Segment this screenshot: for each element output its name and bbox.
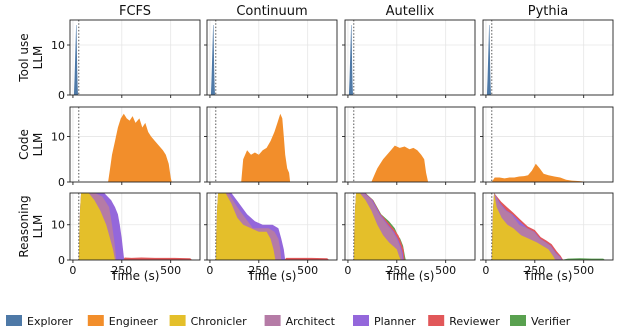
column-title: Pythia xyxy=(528,4,568,19)
panel-frame xyxy=(344,106,476,183)
series-area-chronicler xyxy=(78,193,115,260)
x-tick-label: 250 xyxy=(248,264,269,277)
panel-1-0: 0 10 xyxy=(51,106,201,189)
svg-text:CodeLLM: CodeLLM xyxy=(17,129,45,160)
x-axis-label: Time (s) xyxy=(110,269,160,283)
series-area-reviewer xyxy=(284,257,330,260)
legend-item-planner: Planner xyxy=(353,315,416,328)
legend-item-verifier: Verifier xyxy=(510,315,571,328)
series-area-engineer xyxy=(241,113,291,182)
panel-frame xyxy=(482,106,614,183)
panel-frame xyxy=(482,19,614,96)
panel-frame xyxy=(69,19,201,96)
series-area-explorer xyxy=(210,25,215,95)
legend-swatch xyxy=(264,315,281,326)
panel-0-2 xyxy=(342,19,476,98)
legend-swatch xyxy=(428,315,445,326)
x-tick-label: 250 xyxy=(524,264,545,277)
row-label: Tool useLLM xyxy=(17,33,45,82)
x-tick-label: 500 xyxy=(573,264,594,277)
panel-1-2 xyxy=(342,106,476,185)
panel-0-3 xyxy=(480,19,614,98)
y-tick-label: 0 xyxy=(58,176,65,189)
legend-swatch xyxy=(6,315,22,326)
series-area-engineer xyxy=(491,163,588,182)
series-area-reviewer xyxy=(122,257,193,260)
x-tick-label: 250 xyxy=(386,264,407,277)
panel-frame xyxy=(344,192,476,261)
panel-frame xyxy=(206,19,338,96)
row-label: ReasoningLLM xyxy=(17,195,45,257)
legend-swatch xyxy=(510,315,526,326)
x-tick-label: 500 xyxy=(160,264,181,277)
series-area-chronicler xyxy=(215,193,276,260)
y-tick-label: 0 xyxy=(58,89,65,102)
panel-frame xyxy=(344,19,476,96)
legend-swatch xyxy=(353,315,369,326)
legend-label: Engineer xyxy=(109,315,158,328)
panel-1-1 xyxy=(204,106,338,185)
series-area-explorer xyxy=(73,25,78,95)
legend-swatch xyxy=(169,315,186,326)
legend-item-engineer: Engineer xyxy=(87,315,158,328)
x-tick-label: 0 xyxy=(206,264,213,277)
legend-item-reviewer: Reviewer xyxy=(428,315,500,328)
series-area-explorer xyxy=(348,25,353,95)
panel-frame xyxy=(69,192,201,261)
legend-label: Chronicler xyxy=(191,315,248,328)
series-area-chronicler xyxy=(491,193,556,260)
legend-label: Architect xyxy=(286,315,336,328)
x-axis-label: Time (s) xyxy=(385,269,435,283)
row-label: CodeLLM xyxy=(17,129,45,160)
series-area-explorer xyxy=(486,25,491,95)
legend-label: Verifier xyxy=(531,315,571,328)
legend-label: Explorer xyxy=(27,315,73,328)
svg-text:Tool useLLM: Tool useLLM xyxy=(17,33,45,82)
x-tick-label: 0 xyxy=(69,264,76,277)
x-tick-label: 500 xyxy=(297,264,318,277)
x-axis-label: Time (s) xyxy=(247,269,297,283)
legend-label: Reviewer xyxy=(449,315,500,328)
legend-item-architect: Architect xyxy=(264,315,336,328)
y-tick-label: 10 xyxy=(51,131,65,144)
y-tick-label: 0 xyxy=(58,254,65,267)
x-axis-label: Time (s) xyxy=(523,269,573,283)
panel-frame xyxy=(482,192,614,261)
column-title: FCFS xyxy=(119,4,151,19)
x-tick-label: 0 xyxy=(344,264,351,277)
series-area-engineer xyxy=(371,145,429,182)
y-tick-label: 10 xyxy=(51,39,65,52)
column-title: Continuum xyxy=(236,4,307,19)
x-tick-label: 500 xyxy=(435,264,456,277)
series-area-chronicler xyxy=(353,193,401,260)
panel-0-0: 0 10 xyxy=(51,19,201,102)
panel-0-1 xyxy=(204,19,338,98)
legend-item-explorer: Explorer xyxy=(6,315,73,328)
panel-frame xyxy=(69,106,201,183)
x-tick-label: 0 xyxy=(482,264,489,277)
panel-frame xyxy=(206,106,338,183)
y-tick-label: 10 xyxy=(51,219,65,232)
panel-1-3 xyxy=(480,106,614,185)
x-tick-label: 250 xyxy=(111,264,132,277)
column-title: Autellix xyxy=(386,4,435,19)
series-area-verifier xyxy=(561,258,606,260)
legend-label: Planner xyxy=(374,315,416,328)
panel-2-0: 0 250 500 0 10 Time (s) xyxy=(51,192,201,283)
legend-item-chronicler: Chronicler xyxy=(169,315,248,328)
series-area-engineer xyxy=(108,113,172,182)
legend-swatch xyxy=(87,315,104,326)
svg-text:ReasoningLLM: ReasoningLLM xyxy=(17,195,45,257)
panel-frame xyxy=(206,192,338,261)
